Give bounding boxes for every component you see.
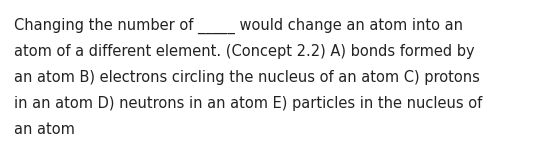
Text: in an atom D) neutrons in an atom E) particles in the nucleus of: in an atom D) neutrons in an atom E) par… <box>14 96 482 111</box>
Text: Changing the number of _____ would change an atom into an: Changing the number of _____ would chang… <box>14 18 463 34</box>
Text: atom of a different element. (Concept 2.2) A) bonds formed by: atom of a different element. (Concept 2.… <box>14 44 475 59</box>
Text: an atom: an atom <box>14 122 75 137</box>
Text: an atom B) electrons circling the nucleus of an atom C) protons: an atom B) electrons circling the nucleu… <box>14 70 480 85</box>
